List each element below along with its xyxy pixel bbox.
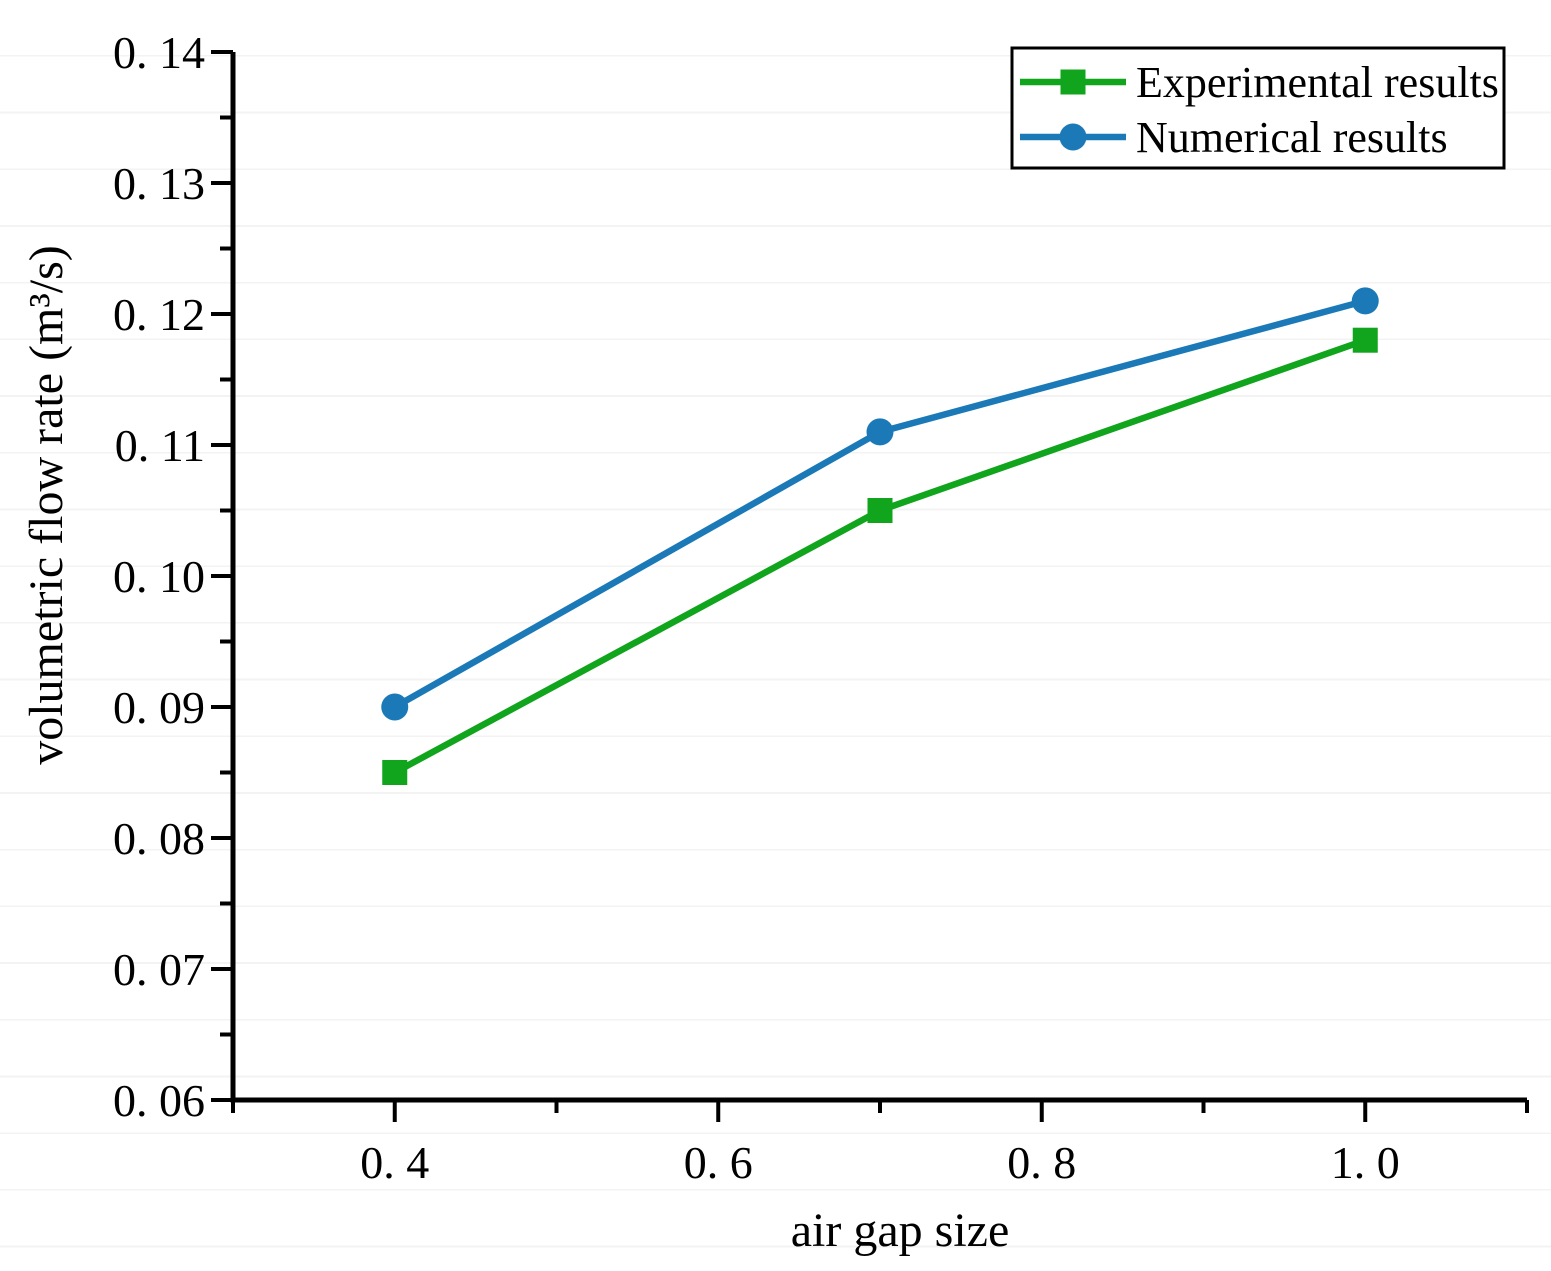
legend-label-experimental-results: Experimental results [1136,58,1499,107]
data-point-marker-numerical-results [381,693,409,721]
legend-marker-experimental-results [1060,69,1086,95]
legend-box [1010,46,1506,170]
x-axis-title: air gap size [790,1204,1010,1257]
y-axis-tick-label: 0. 09 [113,682,205,733]
data-point-marker-experimental-results [867,498,893,523]
y-axis-tick-label: 0. 11 [115,420,205,471]
legend-marker-numerical-results [1059,123,1087,151]
data-point-marker-experimental-results [382,760,408,785]
y-axis-tick-label: 0. 14 [113,27,205,78]
data-point-marker-experimental-results [1352,327,1378,353]
x-axis-tick-label: 0. 8 [1007,1137,1076,1188]
y-axis-tick-label: 0. 07 [113,944,205,995]
y-axis-tick-label: 0. 08 [113,813,205,864]
data-point-marker-numerical-results [866,418,894,446]
x-axis-tick-label: 1. 0 [1331,1137,1400,1188]
data-point-marker-numerical-results [1351,287,1379,315]
y-axis-tick-label: 0. 06 [113,1075,205,1126]
series-line-experimental-results [391,336,1369,776]
legend-label-numerical-results: Numerical results [1136,113,1448,162]
x-axis-tick-label: 0. 4 [360,1137,429,1188]
y-axis-tick-label: 0. 12 [113,289,205,340]
y-axis-title: volumetric flow rate (m³/s) [20,245,73,765]
y-axis-tick-label: 0. 10 [113,551,205,602]
y-axis-tick-label: 0. 13 [113,158,205,209]
x-axis-tick-label: 0. 6 [684,1137,753,1188]
